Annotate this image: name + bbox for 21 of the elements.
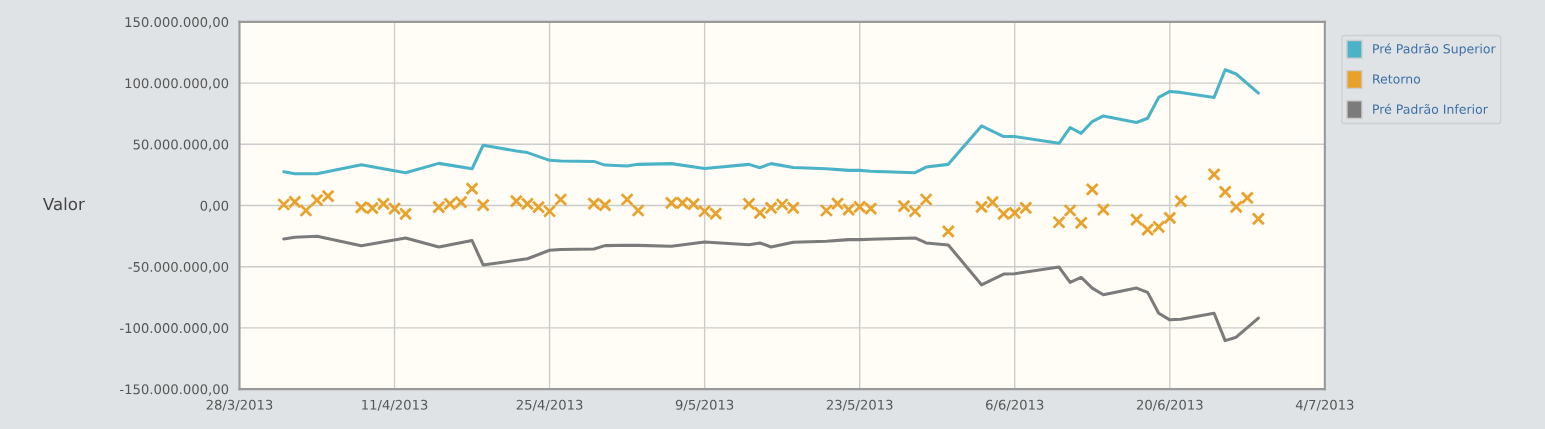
x-tick-label: 11/4/2013 (362, 399, 428, 411)
x-tick-label: 28/3/2013 (206, 399, 273, 411)
y-tick-label: 0,00 (200, 200, 229, 213)
x-tick-label: 6/6/2013 (986, 399, 1044, 411)
x-tick-label: 9/5/2013 (675, 399, 734, 411)
y-tick-label: 50.000.000,00 (133, 139, 229, 151)
y-tick-label: -150.000.000,00 (120, 384, 229, 396)
legend-label: Pré Padrão Inferior (1373, 103, 1488, 114)
y-axis-title: Valor (42, 197, 85, 211)
line-series (282, 68, 1260, 176)
y-tick-label: 100.000.000,00 (125, 78, 229, 90)
y-tick-label: 150.000.000,00 (125, 17, 229, 29)
y-tick-label: -50.000.000,00 (128, 261, 229, 274)
x-tick-label: 25/4/2013 (516, 399, 583, 411)
x-tick-label: 20/6/2013 (1136, 399, 1203, 411)
line-series (282, 234, 1260, 343)
y-tick-label: -100.000.000,00 (120, 323, 229, 335)
legend-label: Pré Padrão Superior (1373, 43, 1496, 56)
legend-label: Retorno (1373, 74, 1421, 84)
x-tick-label: 23/5/2013 (826, 399, 893, 411)
x-tick-label: 4/7/2013 (1295, 399, 1354, 411)
